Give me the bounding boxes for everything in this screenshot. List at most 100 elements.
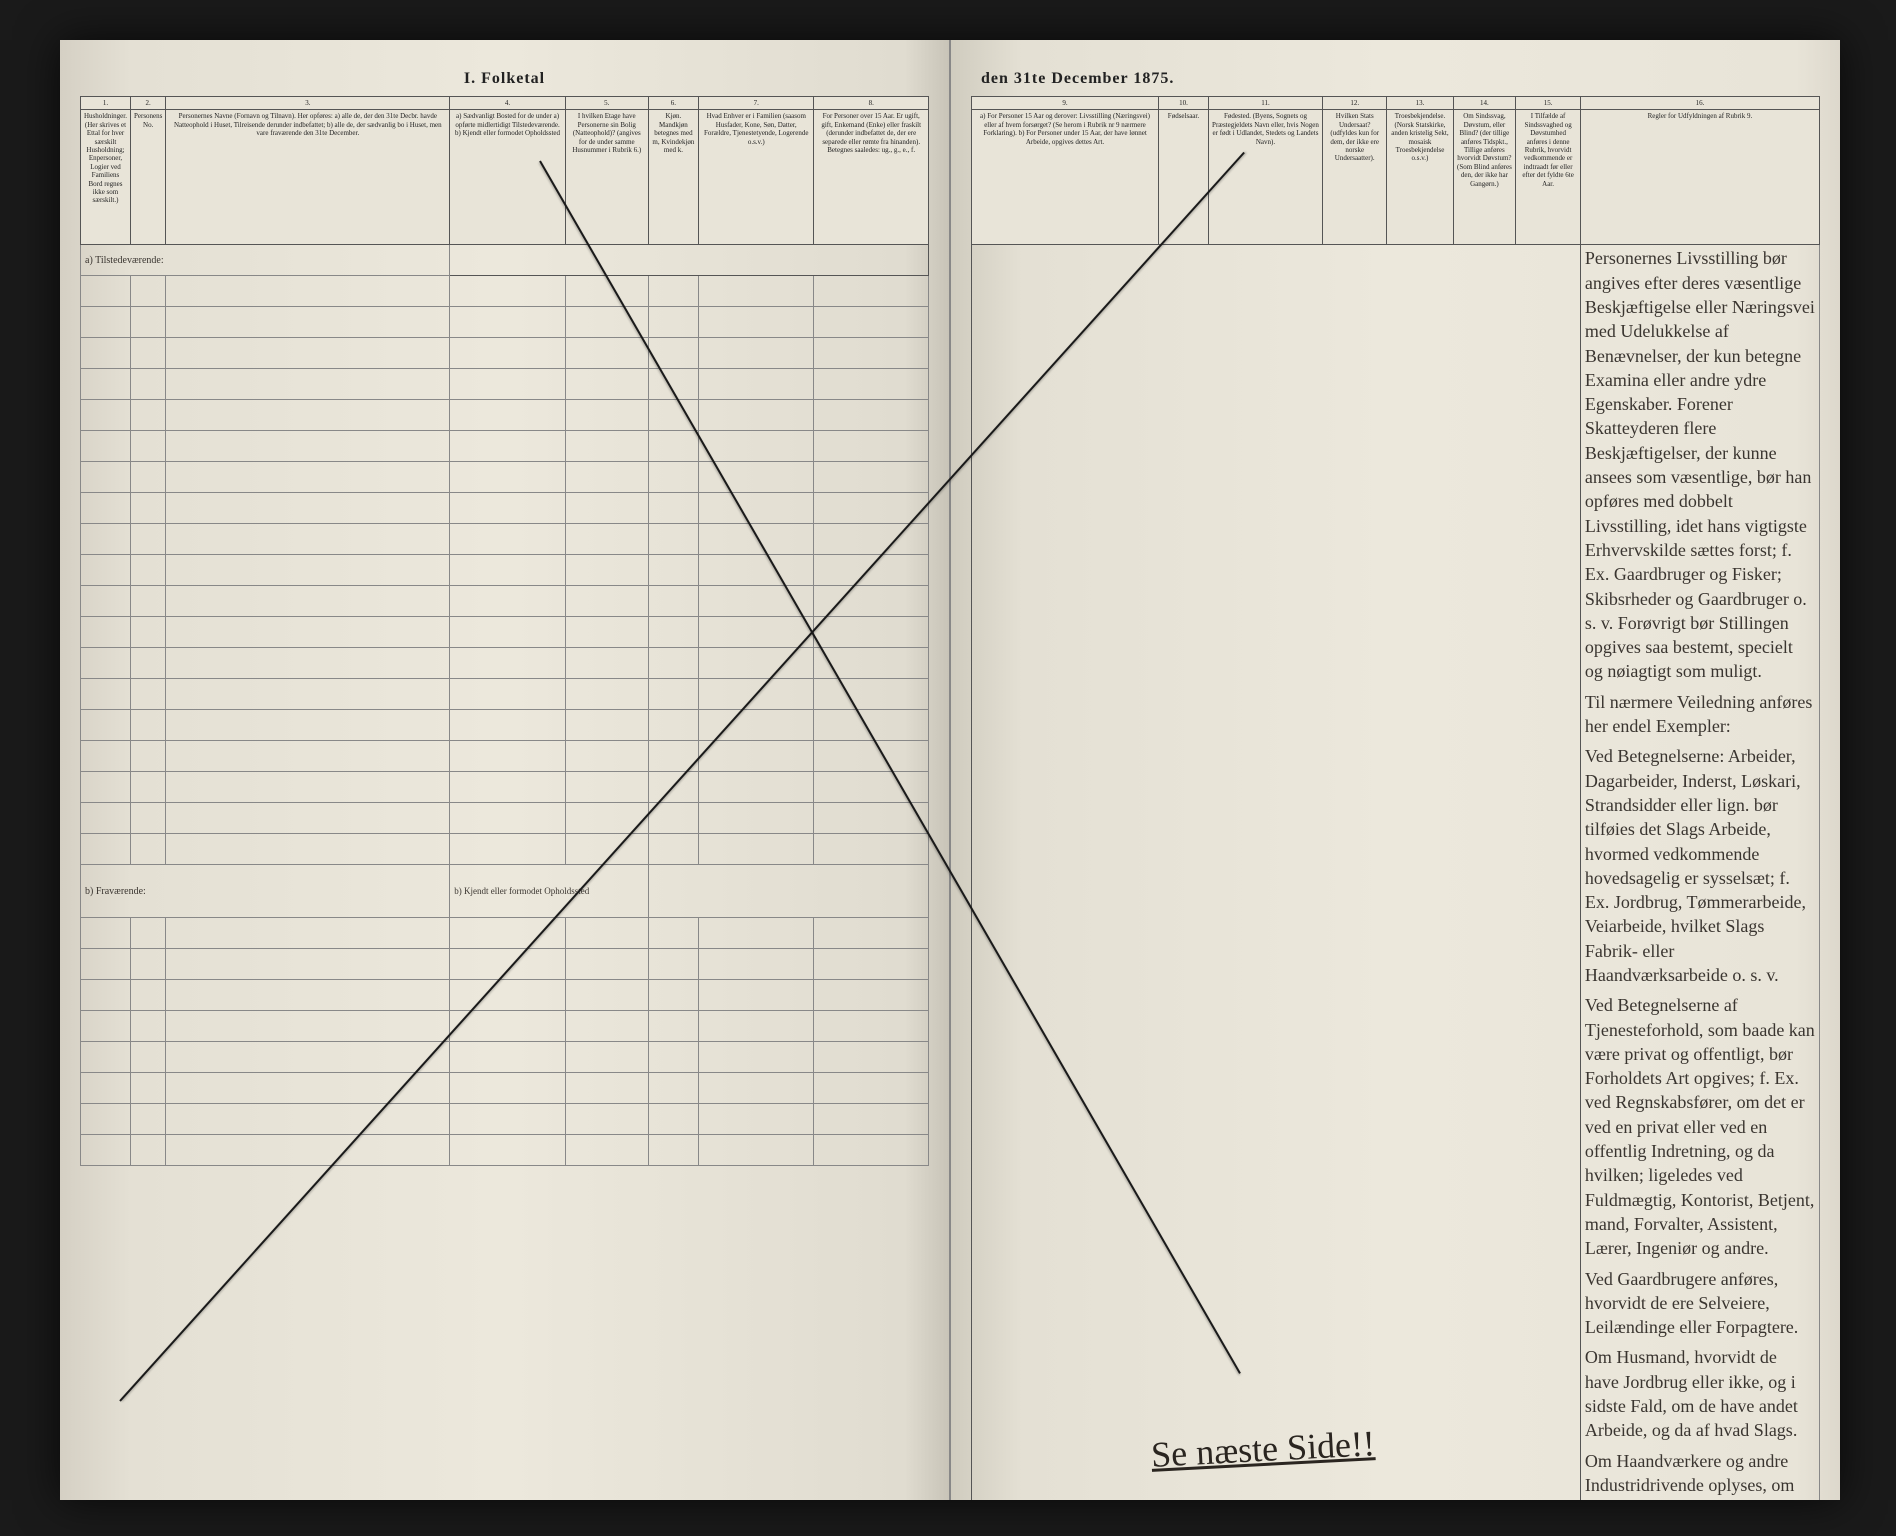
empty-cell	[814, 276, 929, 307]
header-14: Om Sindssvag, Døvstum, eller Blind? (der…	[1453, 110, 1516, 245]
empty-cell	[450, 741, 565, 772]
empty-cell	[130, 369, 165, 400]
header-7: Hvad Enhver er i Familien (saasom Husfad…	[699, 110, 814, 245]
empty-cell	[130, 276, 165, 307]
empty-cell	[166, 431, 450, 462]
empty-cell	[450, 803, 565, 834]
empty-cell	[699, 400, 814, 431]
empty-cell	[699, 307, 814, 338]
col-11: 11.	[1208, 97, 1322, 110]
header-2: Personens No.	[130, 110, 165, 245]
empty-cell	[450, 648, 565, 679]
empty-cell	[699, 834, 814, 865]
empty-cell	[699, 555, 814, 586]
empty-cell	[130, 462, 165, 493]
empty-cell	[166, 648, 450, 679]
empty-cell	[450, 617, 565, 648]
empty-cell	[565, 1042, 648, 1073]
rules-text-column: Personernes Livsstilling bør angives eft…	[1580, 245, 1819, 1500]
table-row	[81, 462, 929, 493]
table-row	[81, 980, 929, 1011]
empty-cell	[565, 338, 648, 369]
empty-cell	[81, 679, 131, 710]
empty-cell	[166, 1073, 450, 1104]
empty-cell	[166, 586, 450, 617]
empty-cell	[565, 648, 648, 679]
empty-cell	[814, 1135, 929, 1166]
empty-cell	[166, 307, 450, 338]
empty-cell	[565, 276, 648, 307]
empty-cell	[648, 276, 698, 307]
empty-cell	[130, 1042, 165, 1073]
table-row	[81, 1073, 929, 1104]
empty-cell	[814, 1042, 929, 1073]
empty-cell	[130, 1011, 165, 1042]
empty-cell	[565, 493, 648, 524]
left-table-body-2	[81, 918, 929, 1166]
empty-cell	[814, 431, 929, 462]
table-row	[81, 524, 929, 555]
empty-cell	[81, 617, 131, 648]
empty-cell	[166, 1135, 450, 1166]
empty-cell	[699, 493, 814, 524]
section-row: a) Tilstedeværende:	[81, 245, 929, 276]
empty-cell	[450, 524, 565, 555]
table-row	[81, 493, 929, 524]
col-5: 5.	[565, 97, 648, 110]
left-page: I. Folketal 1. 2. 3. 4. 5. 6. 7. 8. Hush…	[60, 40, 951, 1500]
empty-cell	[130, 949, 165, 980]
section-b2-label: b) Kjendt eller formodet Opholdssted	[450, 865, 648, 918]
col-9: 9.	[972, 97, 1159, 110]
empty-cell	[81, 803, 131, 834]
col-2: 2.	[130, 97, 165, 110]
empty-cell	[699, 338, 814, 369]
header-10: Fødselsaar.	[1159, 110, 1209, 245]
empty-cell	[648, 980, 698, 1011]
empty-cell	[166, 338, 450, 369]
empty-cell	[699, 369, 814, 400]
empty-cell	[648, 586, 698, 617]
empty-cell	[166, 493, 450, 524]
empty-cell	[130, 1135, 165, 1166]
empty-cell	[565, 949, 648, 980]
header-11: Fødested. (Byens, Sognets og Præstegjeld…	[1208, 110, 1322, 245]
empty-cell	[699, 1104, 814, 1135]
book-spread: I. Folketal 1. 2. 3. 4. 5. 6. 7. 8. Hush…	[60, 40, 1840, 1500]
empty-cell	[130, 648, 165, 679]
empty-cell	[81, 1011, 131, 1042]
empty-cell	[565, 555, 648, 586]
table-row	[81, 679, 929, 710]
empty-cell	[450, 679, 565, 710]
empty-cell	[814, 1073, 929, 1104]
header-8: For Personer over 15 Aar. Er ugift, gift…	[814, 110, 929, 245]
empty-cell	[166, 555, 450, 586]
col-4: 4.	[450, 97, 565, 110]
empty-cell	[450, 980, 565, 1011]
col-3: 3.	[166, 97, 450, 110]
rules-paragraph: Om Husmand, hvorvidt de have Jordbrug el…	[1585, 1345, 1815, 1442]
right-page: den 31te December 1875. 9. 10. 11. 12. 1…	[951, 40, 1840, 1500]
empty-cell	[648, 710, 698, 741]
rules-paragraph: Personernes Livsstilling bør angives eft…	[1585, 246, 1815, 683]
empty-cell	[166, 462, 450, 493]
empty-cell	[648, 617, 698, 648]
empty-cell	[814, 524, 929, 555]
empty-cell	[450, 710, 565, 741]
empty-cell	[814, 555, 929, 586]
empty-cell	[81, 586, 131, 617]
empty-cell	[130, 1073, 165, 1104]
table-row	[81, 918, 929, 949]
empty-cell	[81, 493, 131, 524]
rules-paragraph: Ved Gaardbrugere anføres, hvorvidt de er…	[1585, 1267, 1815, 1340]
empty-cell	[648, 431, 698, 462]
empty-cell	[699, 980, 814, 1011]
empty-cell	[81, 1104, 131, 1135]
empty-cell	[814, 834, 929, 865]
empty-cell	[130, 617, 165, 648]
empty-cell	[130, 524, 165, 555]
empty-cell	[81, 834, 131, 865]
empty-cell	[450, 369, 565, 400]
empty-cell	[81, 524, 131, 555]
empty-cell	[565, 772, 648, 803]
empty-cell	[814, 741, 929, 772]
